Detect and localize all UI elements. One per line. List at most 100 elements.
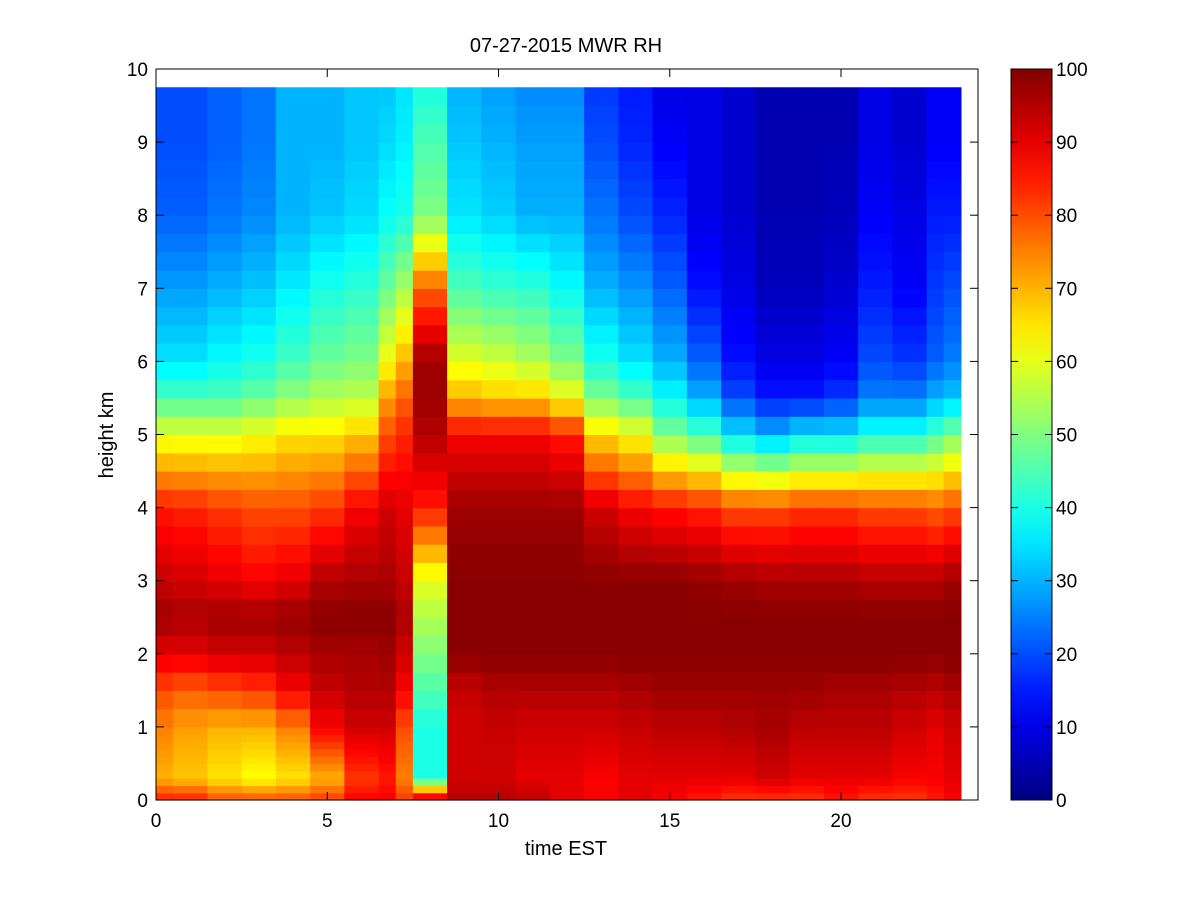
heatmap-cell [412,105,448,125]
heatmap-cell [926,507,945,527]
heatmap-cell [310,748,345,757]
heatmap-cell [789,489,825,509]
heatmap-cell [549,416,585,436]
heatmap-cell [755,343,791,363]
heatmap-cell [721,306,756,326]
heatmap-cell [515,343,551,363]
heatmap-cell [173,142,208,161]
heatmap-cell [943,343,962,363]
heatmap-cell [721,763,756,772]
heatmap-cell [447,690,482,710]
heatmap-cell [515,361,551,381]
heatmap-cell [412,288,448,308]
heatmap-cell [156,379,174,399]
heatmap-cell [943,270,962,289]
heatmap-cell [858,708,893,728]
heatmap-cell [207,507,243,527]
heatmap-cell [686,215,722,235]
heatmap-cell [943,379,962,399]
heatmap-cell [344,507,380,527]
heatmap-cell [310,741,345,750]
heatmap-cell [789,562,825,582]
heatmap-cell [447,251,482,271]
heatmap-cell [652,708,688,728]
heatmap-cell [481,123,517,143]
heatmap-cell [173,471,208,490]
heatmap-cell [584,741,619,750]
heatmap-cell [721,785,756,794]
heatmap-cell [823,617,859,637]
heatmap-cell [943,452,962,472]
heatmap-cell [755,379,791,399]
heatmap-cell [378,196,397,216]
heatmap-cell [892,196,928,216]
heatmap-cell [378,525,397,545]
heatmap-cell [344,142,380,161]
heatmap-cell [618,748,654,757]
heatmap-cell [515,598,551,618]
heatmap-cell [481,397,517,417]
heatmap-cell [943,489,962,509]
heatmap-cell [892,562,928,582]
heatmap-cell [549,142,585,161]
heatmap-cell [344,416,380,436]
heatmap-cell [207,726,243,735]
heatmap-cell [207,142,243,161]
heatmap-cell [618,87,654,107]
heatmap-cell [275,361,311,381]
heatmap-cell [584,233,619,253]
heatmap-cell [156,756,174,765]
heatmap-cell [584,123,619,143]
heatmap-cell [755,416,791,436]
heatmap-cell [858,452,893,472]
heatmap-cell [789,653,825,673]
heatmap-cell [156,251,174,271]
heatmap-cell [447,270,482,289]
heatmap-cell [721,580,756,600]
heatmap-cell [721,672,756,691]
heatmap-cell [378,105,397,125]
heatmap-cell [275,178,311,198]
heatmap-cell [823,288,859,308]
heatmap-cell [926,580,945,600]
heatmap-cell [515,123,551,143]
heatmap-cell [395,123,414,143]
heatmap-cell [721,343,756,363]
heatmap-cell [686,690,722,710]
heatmap-cell [686,471,722,490]
heatmap-cell [926,178,945,198]
heatmap-cell [344,379,380,399]
heatmap-cell [686,617,722,637]
heatmap-cell [447,379,482,399]
heatmap-cell [892,343,928,363]
heatmap-cell [344,598,380,618]
heatmap-cell [207,748,243,757]
heatmap-cell [310,580,345,600]
heatmap-cell [686,635,722,655]
heatmap-cell [310,635,345,655]
heatmap-cell [926,160,945,180]
heatmap-cell [173,763,208,772]
heatmap-cell [275,770,311,779]
heatmap-cell [721,397,756,417]
heatmap-cell [241,507,277,527]
heatmap-cell [515,416,551,436]
heatmap-cell [652,635,688,655]
heatmap-cell [275,562,311,582]
heatmap-cell [412,635,448,655]
heatmap-cell [156,748,174,757]
heatmap-cell [481,726,517,735]
heatmap-cell [721,123,756,143]
heatmap-cell [275,434,311,454]
heatmap-cell [686,734,722,743]
heatmap-cell [378,756,397,765]
heatmap-cell [412,196,448,216]
heatmap-cell [943,635,962,655]
heatmap-cell [823,196,859,216]
heatmap-cell [892,756,928,765]
heatmap-cell [652,416,688,436]
heatmap-cell [481,580,517,600]
heatmap-cell [310,763,345,772]
heatmap-cell [618,142,654,161]
heatmap-cell [943,105,962,125]
